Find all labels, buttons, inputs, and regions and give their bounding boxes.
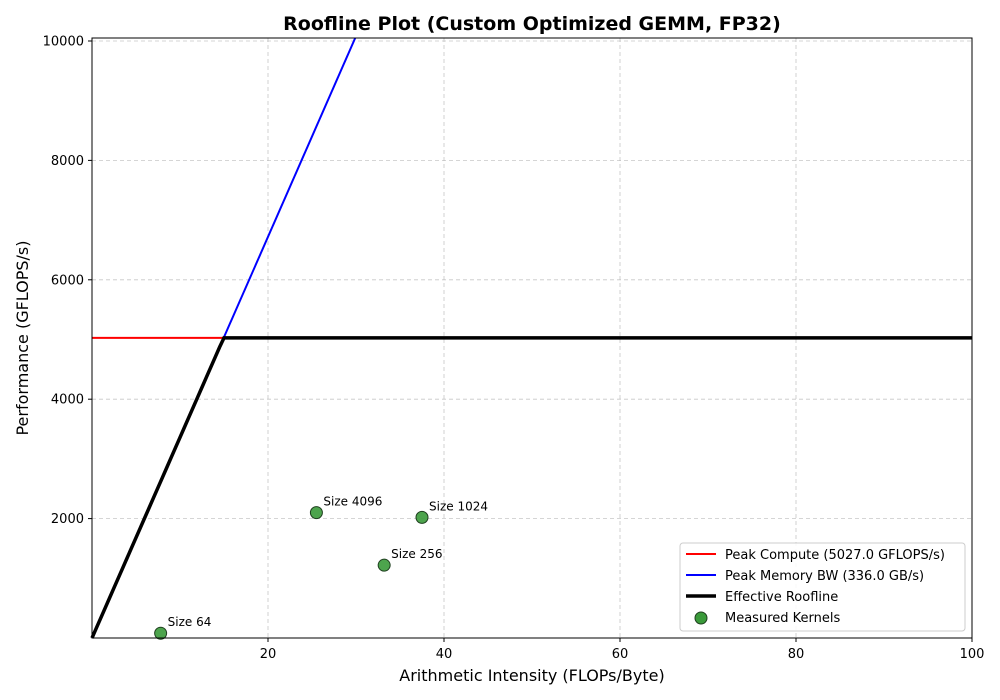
legend-measured-kernels-label: Measured Kernels	[725, 611, 840, 626]
x-tick-label: 80	[788, 647, 805, 662]
measured-kernels: Size 64 Size 256 Size 1024 Size 4096	[154, 495, 488, 640]
x-axis-label: Arithmetic Intensity (FLOPs/Byte)	[399, 666, 664, 685]
y-tick-label: 4000	[51, 393, 84, 408]
plot-frame	[91, 37, 973, 639]
axis-ticks: 20 40 60 80 100 2000 4000 6000 8000 10000	[43, 34, 985, 662]
legend-peak-memory-label: Peak Memory BW (336.0 GB/s)	[725, 569, 924, 584]
y-axis-label: Performance (GFLOPS/s)	[13, 240, 32, 435]
effective-roofline-line	[90, 336, 972, 639]
kernel-label: Size 256	[391, 547, 442, 561]
legend-peak-compute-label: Peak Compute (5027.0 GFLOPS/s)	[725, 548, 945, 563]
legend-effective-roofline-label: Effective Roofline	[725, 590, 838, 605]
grid-lines	[92, 38, 972, 638]
y-tick-label: 8000	[51, 154, 84, 169]
kernel-point	[154, 626, 168, 640]
x-tick-label: 40	[436, 647, 453, 662]
kernel-label: Size 1024	[429, 499, 488, 513]
x-tick-label: 60	[612, 647, 629, 662]
kernel-point	[415, 510, 429, 524]
legend-measured-kernels-marker	[694, 611, 708, 625]
chart-title: Roofline Plot (Custom Optimized GEMM, FP…	[283, 13, 781, 35]
y-tick-label: 2000	[51, 512, 84, 527]
x-tick-label: 100	[960, 647, 985, 662]
kernel-label: Size 4096	[323, 495, 382, 509]
kernel-point	[309, 506, 323, 520]
y-tick-label: 6000	[51, 273, 84, 288]
legend-box	[679, 542, 966, 632]
legend: Peak Compute (5027.0 GFLOPS/s) Peak Memo…	[679, 542, 966, 632]
kernel-label: Size 64	[168, 615, 212, 629]
series-layer	[90, 37, 972, 639]
kernel-point	[377, 558, 391, 572]
y-tick-label: 10000	[43, 34, 84, 49]
x-tick-label: 20	[260, 647, 277, 662]
